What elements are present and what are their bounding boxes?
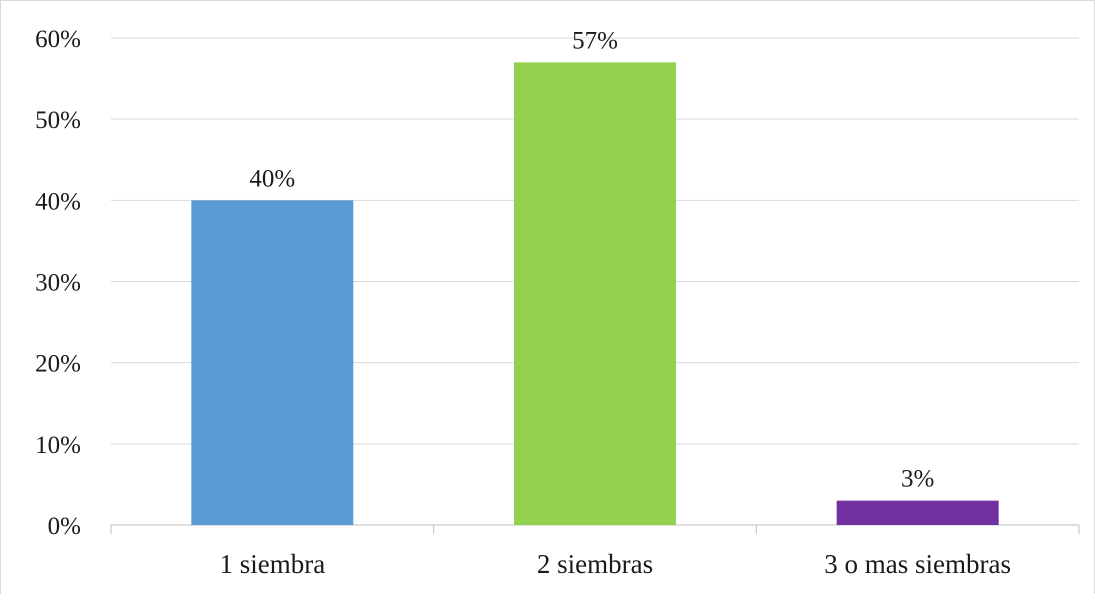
y-tick-labels: 0% 10% 20% 30% 40% 50% 60% — [35, 26, 81, 540]
y-tick-label: 30% — [35, 270, 81, 297]
y-tick-label: 50% — [35, 107, 81, 134]
y-tick-label: 10% — [35, 432, 81, 459]
data-label: 40% — [249, 165, 295, 192]
x-tick-label: 1 siembra — [219, 549, 325, 579]
x-tick-labels: 1 siembra 2 siembras 3 o mas siembras — [219, 549, 1011, 579]
bar — [836, 500, 999, 525]
bar — [514, 62, 676, 525]
y-tick-label: 0% — [48, 513, 81, 540]
y-tick-label: 40% — [35, 188, 81, 215]
x-tick-label: 3 o mas siembras — [824, 549, 1011, 579]
y-tick-label: 60% — [35, 26, 81, 53]
x-axis — [110, 524, 1080, 534]
bar — [191, 200, 354, 526]
y-tick-label: 20% — [35, 351, 81, 378]
x-tick-label: 2 siembras — [537, 549, 653, 579]
data-labels: 40% 57% 3% — [249, 27, 934, 492]
bars — [191, 62, 999, 526]
data-label: 3% — [901, 466, 934, 493]
data-label: 57% — [572, 27, 618, 54]
